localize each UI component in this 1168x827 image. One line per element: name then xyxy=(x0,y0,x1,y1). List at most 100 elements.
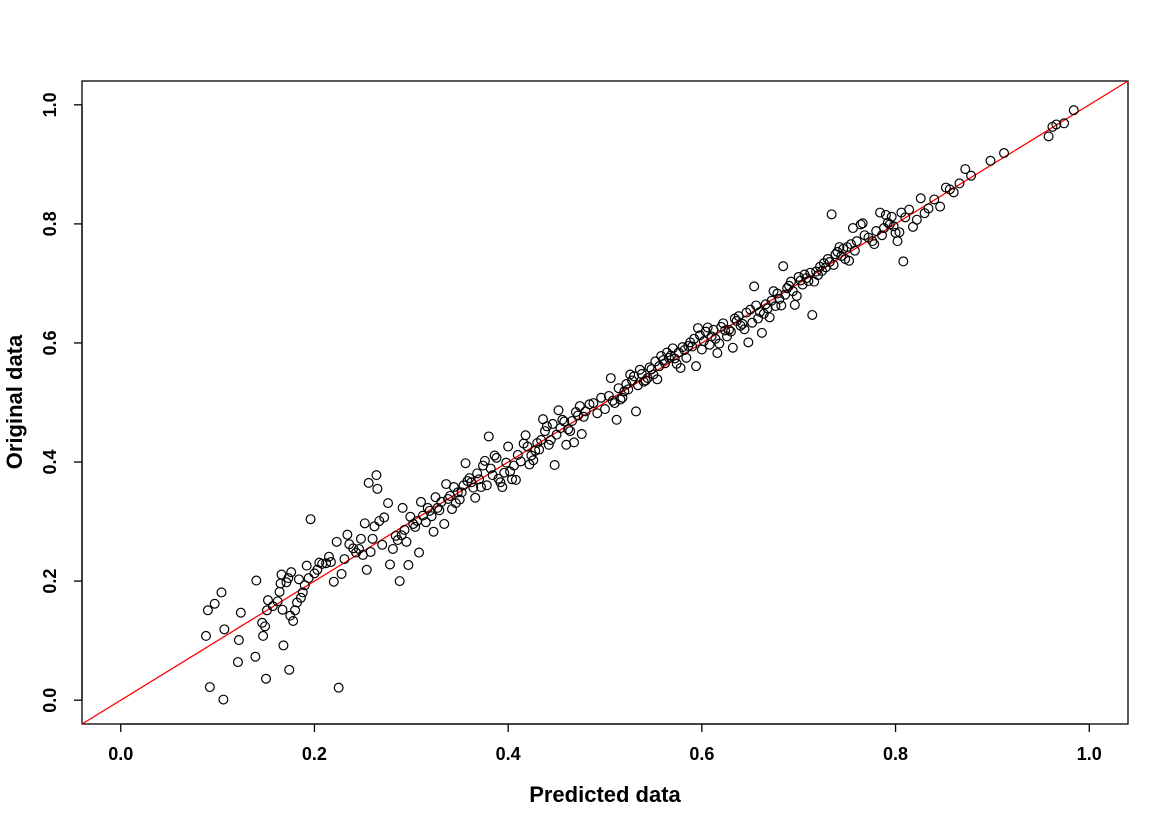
data-point xyxy=(749,281,760,292)
data-point xyxy=(499,467,510,478)
x-axis-title: Predicted data xyxy=(529,782,681,807)
data-point xyxy=(935,201,946,212)
data-point xyxy=(250,651,261,662)
data-point xyxy=(543,439,554,450)
data-point xyxy=(915,193,926,204)
data-point xyxy=(232,657,243,668)
data-point xyxy=(288,615,299,626)
data-point xyxy=(361,564,372,575)
data-point xyxy=(200,630,211,641)
data-point xyxy=(549,460,560,471)
data-point xyxy=(363,477,374,488)
y-tick-label: 0.6 xyxy=(40,330,60,355)
data-point xyxy=(479,455,490,466)
data-point xyxy=(541,421,552,432)
data-point xyxy=(559,416,570,427)
data-point xyxy=(410,521,421,532)
data-point xyxy=(434,505,445,516)
y-axis: 0.0 0.2 0.4 0.6 0.8 1.0 xyxy=(40,92,83,713)
data-point xyxy=(454,494,465,505)
y-tick-label: 0.2 xyxy=(40,569,60,594)
data-point xyxy=(323,551,334,562)
data-point xyxy=(809,276,820,287)
data-point xyxy=(630,406,641,417)
data-point xyxy=(305,514,316,525)
data-point xyxy=(233,635,244,646)
data-point xyxy=(491,452,502,463)
data-point xyxy=(476,482,487,493)
data-point xyxy=(372,483,383,494)
x-tick-label: 1.0 xyxy=(1077,744,1102,764)
data-point xyxy=(547,418,558,429)
data-point xyxy=(312,564,323,575)
data-point xyxy=(383,498,394,509)
x-tick-label: 0.8 xyxy=(883,744,908,764)
data-point xyxy=(691,361,702,372)
data-point xyxy=(584,399,595,410)
data-point xyxy=(258,630,269,641)
data-point xyxy=(898,256,909,267)
data-point xyxy=(621,379,632,390)
data-point xyxy=(569,437,580,448)
data-point xyxy=(572,410,583,421)
data-point xyxy=(209,598,220,609)
data-point xyxy=(613,383,624,394)
data-point xyxy=(371,470,382,481)
data-point xyxy=(776,300,787,311)
data-point xyxy=(515,456,526,467)
data-point xyxy=(789,299,800,310)
y-axis-title: Original data xyxy=(2,334,27,469)
data-point xyxy=(663,352,674,363)
data-point xyxy=(422,502,433,513)
data-point xyxy=(219,624,230,635)
data-point xyxy=(510,474,521,485)
data-point xyxy=(272,596,283,607)
data-point xyxy=(377,539,388,550)
data-point xyxy=(472,468,483,479)
data-point xyxy=(632,380,643,391)
data-point xyxy=(534,444,545,455)
data-point xyxy=(714,338,725,349)
data-point xyxy=(929,194,940,205)
data-point xyxy=(640,375,651,386)
data-point xyxy=(452,487,463,498)
data-point xyxy=(487,470,498,481)
data-point xyxy=(615,394,626,405)
data-point xyxy=(387,543,398,554)
data-point xyxy=(772,288,783,299)
data-point xyxy=(399,524,410,535)
data-point xyxy=(303,573,314,584)
data-point xyxy=(297,587,308,598)
data-point xyxy=(592,408,603,419)
data-point xyxy=(333,682,344,693)
data-point xyxy=(530,445,541,456)
x-axis: 0.0 0.2 0.4 0.6 0.8 1.0 xyxy=(108,723,1102,764)
data-point xyxy=(520,430,531,441)
x-tick-label: 0.0 xyxy=(108,744,133,764)
points-layer xyxy=(200,105,1079,705)
data-point xyxy=(277,604,288,615)
y-tick-label: 0.0 xyxy=(40,688,60,713)
data-point xyxy=(286,567,297,578)
data-point xyxy=(886,211,897,222)
data-point xyxy=(605,373,616,384)
y-tick-label: 1.0 xyxy=(40,92,60,117)
data-point xyxy=(727,342,738,353)
data-point xyxy=(359,518,370,529)
data-point xyxy=(470,492,481,503)
data-point xyxy=(235,607,246,618)
data-point xyxy=(712,348,723,359)
data-point xyxy=(888,221,899,232)
data-point xyxy=(999,148,1010,159)
data-point xyxy=(495,477,506,488)
x-tick-label: 0.6 xyxy=(689,744,714,764)
data-point xyxy=(384,559,395,570)
data-point xyxy=(553,405,564,416)
data-point xyxy=(828,259,839,270)
data-point xyxy=(309,568,320,579)
data-point xyxy=(428,526,439,537)
data-point xyxy=(702,322,713,333)
data-point xyxy=(351,547,362,558)
data-point xyxy=(216,587,227,598)
